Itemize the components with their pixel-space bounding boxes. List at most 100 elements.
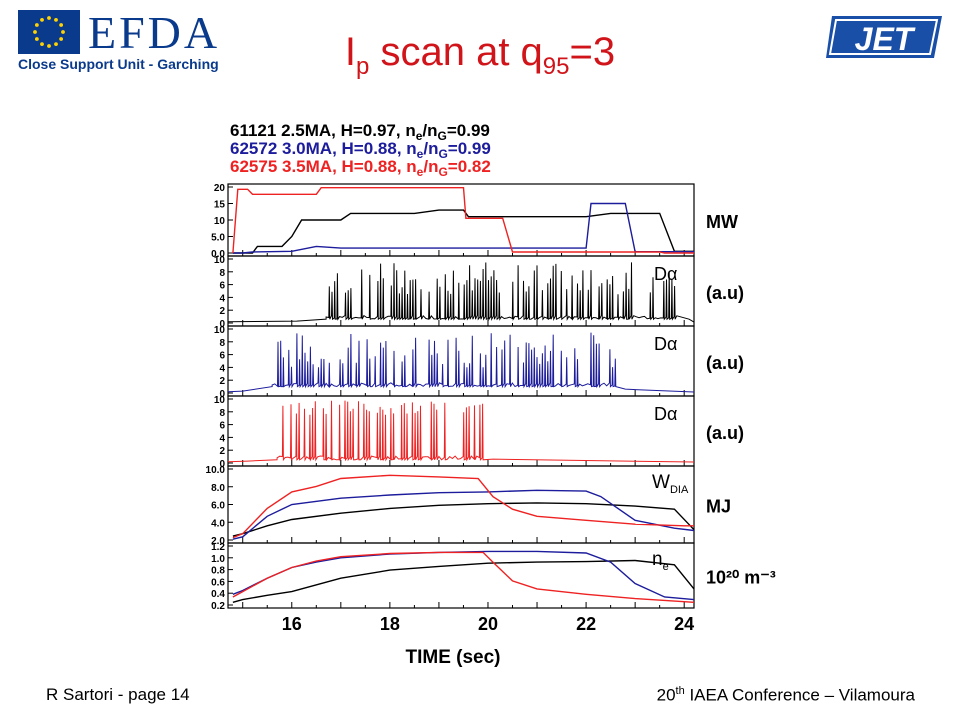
eu-star-icon (47, 44, 51, 48)
jet-wordmark: JET (855, 21, 916, 57)
y-tick-label: 0 (219, 319, 225, 330)
eu-star-icon (61, 30, 65, 34)
y-tick-label: 6 (219, 281, 225, 292)
y-tick-label: 1.0 (211, 554, 225, 565)
series-line-62575 (232, 551, 695, 603)
legend-ip: 3.0MA, (282, 139, 342, 158)
panel-dalpha_62575: 10 8 64 2 0 Dα (a.u) (214, 395, 744, 470)
panel-frame (227, 395, 695, 467)
y-tick-label: 0.2 (211, 601, 225, 612)
panel-unit-label: MJ (706, 497, 731, 517)
series-line-61121 (227, 262, 695, 323)
x-axis-label: TIME (sec) (405, 647, 500, 668)
x-tick-label: 16 (282, 614, 302, 634)
y-tick-label: 2 (219, 306, 225, 317)
legend-entry: 61121 2.5MA, H=0.97, ne/nG=0.99 (230, 121, 490, 143)
x-tick-label: 24 (674, 614, 694, 634)
legend-shot: 62572 (230, 139, 282, 158)
series-line-62575 (227, 400, 695, 463)
y-tick-label: 8.0 (211, 483, 225, 494)
legend-density-ratio: =0.99 (447, 121, 490, 140)
y-tick-label: 8 (219, 268, 225, 279)
series-line-62572 (227, 332, 695, 393)
y-tick-label: 0.4 (211, 589, 225, 600)
series-line-62572 (232, 550, 695, 601)
panel-quantity-label: WDIA (652, 472, 689, 496)
signal-label: Dα (654, 404, 677, 424)
y-tick-label: 15 (214, 200, 226, 211)
eu-star-icon (40, 42, 44, 47)
y-tick-label: 20 (214, 183, 226, 194)
y-tick-label: 5.0 (211, 233, 225, 244)
eu-star-icon (54, 42, 58, 47)
x-axis: 16 18 20 22 24 (282, 614, 694, 634)
y-tick-label: 4 (219, 363, 225, 374)
panel-unit-label: (a.u) (706, 283, 744, 303)
efda-subtitle: Close Support Unit - Garching (18, 56, 219, 72)
y-tick-label: 0 (219, 389, 225, 400)
y-tick-label: 6 (219, 351, 225, 362)
footer-author-page: R Sartori - page 14 (46, 685, 190, 704)
panel-quantity-label: ne (652, 549, 669, 573)
series-line-61121 (232, 209, 694, 254)
series-line-62572 (232, 202, 694, 254)
panel-wdia: 10.0 8.0 6.0 4.0 2.0 WDIA MJ (206, 465, 731, 547)
series-line-62575 (232, 474, 694, 539)
y-tick-label: 1.2 (211, 542, 225, 553)
chart-panels: 2015105.00.0MW1086420Dα(a.u)1086420Dα(a.… (206, 183, 776, 612)
footer-conference: 20th IAEA Conference – Vilamoura (656, 685, 915, 705)
y-tick-label: 0 (219, 459, 225, 470)
x-tick-label: 20 (478, 614, 498, 634)
x-tick-label: 18 (380, 614, 400, 634)
x-tick-label: 22 (576, 614, 596, 634)
panel-frame (227, 325, 695, 397)
y-tick-label: 10 (214, 255, 226, 266)
legend-shot: 62575 (230, 157, 282, 176)
eu-star-icon (34, 23, 39, 27)
y-tick-label: 6.0 (211, 501, 225, 512)
eu-star-icon (40, 17, 44, 22)
panel-frame (227, 542, 695, 609)
page-title: Ip scan at q95=3 (344, 30, 616, 80)
y-tick-label: 2 (219, 376, 225, 387)
y-tick-label: 8 (219, 338, 225, 349)
eu-flag-icon (18, 10, 80, 54)
eu-star-icon (33, 30, 37, 34)
y-tick-label: 4 (219, 433, 225, 444)
series-line-62575 (232, 186, 694, 254)
y-tick-label: 10 (214, 325, 226, 336)
legend-shot: 61121 (230, 121, 281, 140)
signal-label: Dα (654, 264, 677, 284)
eu-star-icon (54, 17, 58, 22)
y-tick-label: 10 (214, 216, 226, 227)
jet-logo-shape (826, 16, 942, 58)
jet-logo: JET (826, 16, 942, 58)
legend-h: H=0.88, n (342, 139, 417, 158)
y-tick-label: 10 (214, 395, 226, 406)
eu-star-icon (59, 37, 64, 41)
y-tick-label: 8 (219, 408, 225, 419)
panel-ne: 1.21.00.80.60.40.2 ne 10²⁰ m⁻³ (211, 542, 776, 612)
panel-unit-label: (a.u) (706, 353, 744, 373)
y-tick-label: 6 (219, 421, 225, 432)
panel-unit-label: (a.u) (706, 423, 744, 443)
eu-star-icon (34, 37, 39, 41)
efda-logo: EFDA Close Support Unit - Garching (18, 7, 238, 72)
y-tick-label: 10.0 (206, 465, 226, 476)
legend-h: H=0.97, n (341, 121, 416, 140)
legend-ip: 3.5MA, (282, 157, 342, 176)
panel-unit-label: MW (706, 212, 738, 232)
legend-density-ratio: =0.99 (448, 139, 491, 158)
y-tick-label: 0.0 (211, 249, 225, 260)
legend-entry: 62572 3.0MA, H=0.88, ne/nG=0.99 (230, 139, 491, 161)
y-tick-label: 2.0 (211, 536, 225, 547)
y-tick-label: 2 (219, 446, 225, 457)
legend-density-ratio: =0.82 (448, 157, 491, 176)
series-line-62572 (232, 489, 695, 540)
eu-star-icon (47, 16, 51, 20)
panel-unit-label: 10²⁰ m⁻³ (706, 568, 776, 588)
panel-dalpha_62572: 10 8 64 2 0 Dα (a.u) (214, 325, 744, 400)
y-tick-label: 4.0 (211, 518, 225, 529)
